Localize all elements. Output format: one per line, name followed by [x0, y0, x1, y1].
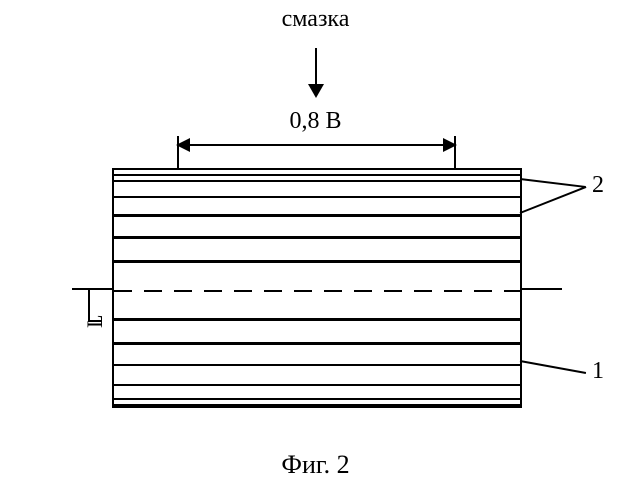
groove-line: [114, 384, 520, 386]
groove-line: [114, 174, 520, 176]
extension-line-right: [454, 136, 456, 170]
groove-line: [114, 236, 520, 239]
callout-label-1: 1: [592, 358, 604, 385]
diagram-canvas: смазка 0,8 В L 2 1 Фиг. 2: [0, 0, 631, 500]
axis-extension-right: [522, 288, 562, 290]
groove-line: [114, 260, 520, 263]
groove-line: [114, 318, 520, 321]
groove-line: [114, 180, 520, 182]
center-axis-line: [114, 290, 520, 292]
down-arrow: [315, 48, 317, 96]
groove-line: [114, 364, 520, 366]
leader-line-1: [520, 360, 586, 374]
callout-label-2: 2: [592, 172, 604, 199]
leader-line-2a: [520, 178, 586, 188]
groove-line: [114, 342, 520, 345]
dimension-line: [178, 144, 455, 146]
groove-line: [114, 196, 520, 198]
figure-caption: Фиг. 2: [0, 450, 631, 480]
leader-line-2b: [520, 186, 587, 214]
l-bracket-foot-top: [88, 288, 102, 290]
dimension-label: 0,8 В: [0, 108, 631, 135]
groove-line: [114, 404, 520, 406]
extension-line-left: [177, 136, 179, 170]
l-label: L: [82, 315, 108, 328]
lubricant-label: смазка: [0, 6, 631, 33]
groove-line: [114, 214, 520, 217]
grooved-block: [112, 168, 522, 408]
groove-line: [114, 398, 520, 400]
